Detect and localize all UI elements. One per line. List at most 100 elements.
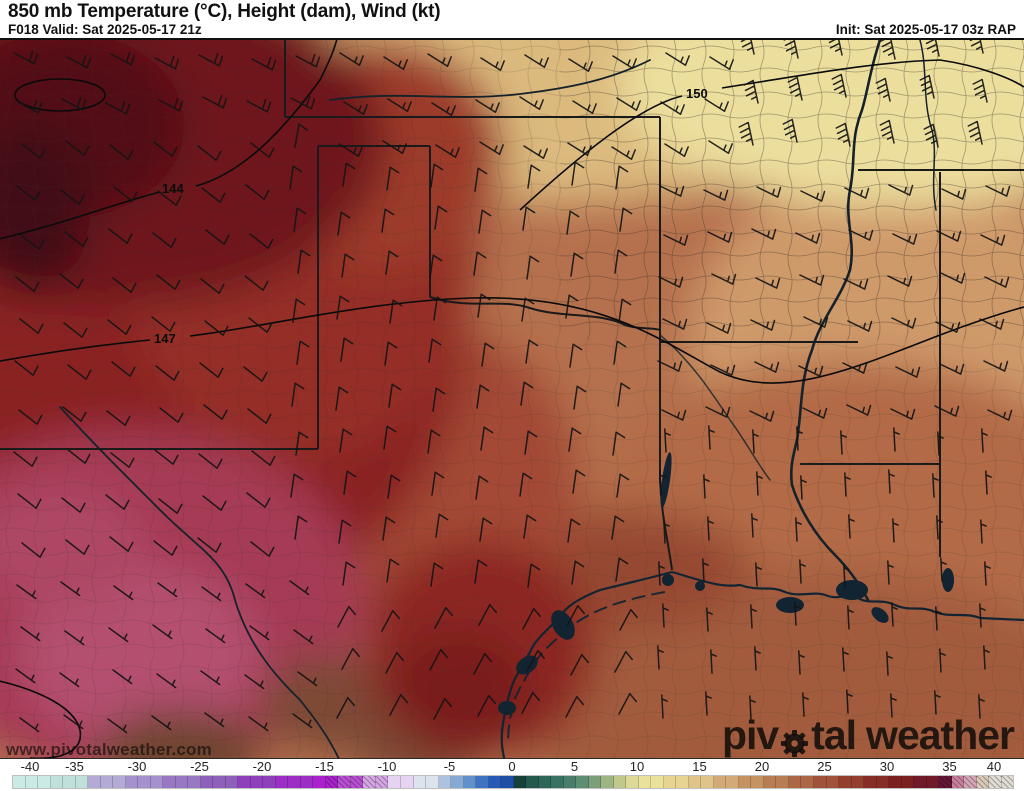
pivotal-weather-logo: piv [721,712,1015,758]
colorbar-segment [163,776,176,788]
colorbar-tick: 30 [879,759,895,774]
valid-time-label: F018 Valid: Sat 2025-05-17 21z [8,22,202,37]
colorbar-tick: 25 [817,759,832,774]
colorbar-segment [964,776,977,788]
colorbar-segment [951,776,965,788]
contour-label-147: 147 [154,331,176,346]
colorbar-tick-labels: -40 -35 -30 -25 -20 -15 -10 -5 0 5 10 15 20 25 30 35 40 [12,759,1012,774]
contour-labels: 144 147 150 [154,86,708,346]
colorbar-segment [138,776,151,788]
colorbar-segment [526,776,539,788]
colorbar-segment [275,776,289,788]
colorbar-segment [601,776,614,788]
colorbar-tick: 10 [629,759,645,774]
colorbar-segment [738,776,752,788]
colorbar-segment [626,776,639,788]
colorbar-segment [363,776,376,788]
temperature-colorbar: -40 -35 -30 -25 -20 -15 -10 -5 0 5 10 15 20 25 30 35 40 [0,759,1024,791]
colorbar-segment [375,776,389,788]
colorbar-segment [100,776,114,788]
wind-barb-glyphs [13,40,1013,734]
logo-text-piv: piv [721,712,779,758]
logo-text-weather: weather [866,712,1015,758]
colorbar-tick: 5 [570,759,579,774]
colorbar-tick: 40 [986,759,1002,774]
colorbar-segment [1001,776,1014,788]
colorbar-segment [876,776,890,788]
colorbar-track [12,775,1014,789]
map-canvas: 144 147 150 www.pivotalweather.com piv [0,38,1024,759]
colorbar-segment [250,776,264,788]
init-time-label: Init: Sat 2025-05-17 03z RAP [835,22,1016,37]
colorbar-segment [538,776,552,788]
colorbar-tick: -20 [252,759,272,774]
colorbar-segment [788,776,802,788]
colorbar-segment [338,776,351,788]
colorbar-segment [238,776,251,788]
colorbar-segment [426,776,439,788]
colorbar-segment [88,776,101,788]
colorbar-segment [726,776,739,788]
colorbar-segment [663,776,677,788]
colorbar-segment [889,776,902,788]
colorbar-segment [150,776,164,788]
colorbar-tick: 35 [942,759,957,774]
wind-barbs [13,40,1013,734]
colorbar-segment [13,776,26,788]
colorbar-segment [576,776,589,788]
colorbar-tick: -40 [20,759,40,774]
colorbar-segment [801,776,814,788]
colorbar-segment [501,776,514,788]
colorbar-segment [476,776,489,788]
colorbar-segment [188,776,201,788]
header: 850 mb Temperature (°C), Height (dam), W… [0,0,1024,38]
colorbar-segment [463,776,477,788]
colorbar-segment [701,776,714,788]
colorbar-segment [588,776,602,788]
colorbar-segment [400,776,414,788]
logo-text-tal: tal [811,712,857,758]
colorbar-segment [125,776,139,788]
contour-label-144: 144 [162,181,184,196]
colorbar-segment [751,776,764,788]
colorbar-segment [313,776,326,788]
height-contours [0,40,1024,758]
colorbar-tick: 0 [508,759,516,774]
colorbar-segment [225,776,239,788]
colorbar-segment [350,776,364,788]
colorbar-segment [438,776,452,788]
colorbar-tick: -30 [127,759,147,774]
colorbar-segment [563,776,577,788]
colorbar-tick: 15 [692,759,707,774]
colorbar-segment [763,776,777,788]
colorbar-segment [50,776,64,788]
colorbar-segment [901,776,915,788]
colorbar-segment [851,776,865,788]
colorbar-segment [263,776,276,788]
colorbar-segment [814,776,827,788]
colorbar-segment [939,776,952,788]
colorbar-segment [914,776,927,788]
colorbar-tick: -35 [65,759,84,774]
colorbar-segment [413,776,427,788]
colorbar-segment [63,776,76,788]
colorbar-tick: -5 [443,759,456,774]
watermark: www.pivotalweather.com [6,740,212,759]
colorbar-segment [839,776,852,788]
contour-label-150: 150 [686,86,708,101]
colorbar-segment [200,776,214,788]
colorbar-segment [713,776,727,788]
colorbar-segment [213,776,226,788]
colorbar-segment [551,776,564,788]
colorbar-segment [688,776,702,788]
colorbar-segment [75,776,89,788]
colorbar-segment [451,776,464,788]
product-title: 850 mb Temperature (°C), Height (dam), W… [8,1,441,22]
colorbar-segment [926,776,940,788]
colorbar-segment [175,776,189,788]
colorbar-segment [488,776,502,788]
colorbar-segment [826,776,840,788]
colorbar-segment [651,776,664,788]
colorbar-segment [388,776,401,788]
